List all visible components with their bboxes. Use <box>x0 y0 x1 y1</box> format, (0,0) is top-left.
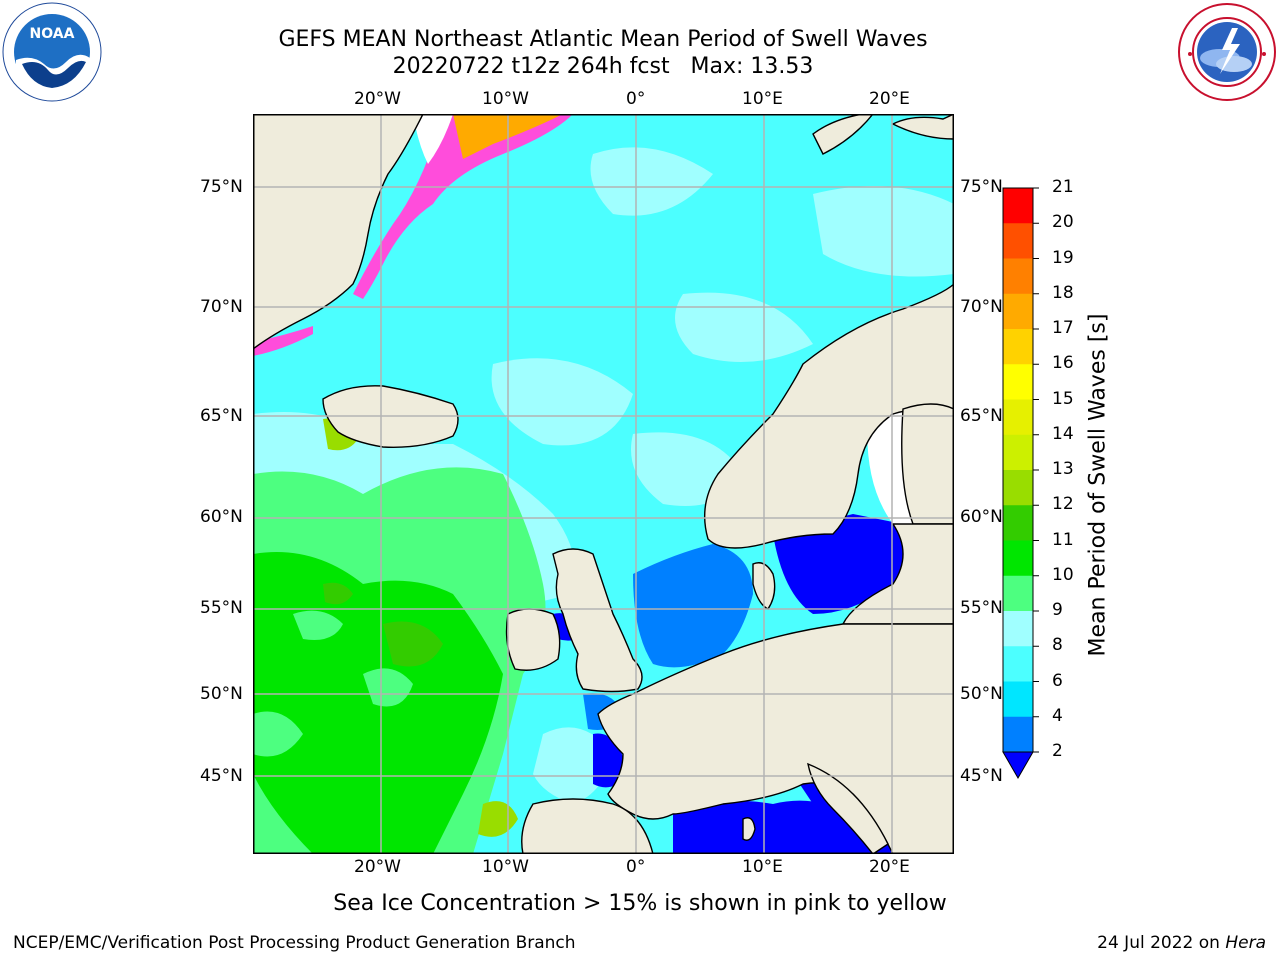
footer-date: 24 Jul 2022 on Hera <box>1097 933 1266 953</box>
colorbar-tick-label: 10 <box>1052 564 1074 585</box>
lon-label-bottom-0: 0° <box>626 857 646 877</box>
colorbar-tick-label: 13 <box>1052 459 1074 479</box>
colorbar-tick-label: 21 <box>1052 177 1074 197</box>
colorbar-bin <box>1003 364 1033 400</box>
graticule <box>253 114 954 854</box>
lon-label-top-20w: 20°W <box>354 89 401 109</box>
colorbar-tick-label: 11 <box>1052 529 1074 550</box>
lat-label-right-60n: 60°N <box>960 507 1003 527</box>
lat-label-left-55n: 55°N <box>200 598 243 618</box>
colorbar-bin <box>1003 223 1033 259</box>
map-panel <box>253 114 954 854</box>
lat-label-right-55n: 55°N <box>960 598 1003 618</box>
colorbar-tick-label: 12 <box>1052 494 1074 515</box>
lat-label-left-75n: 75°N <box>200 177 243 197</box>
footer-host: Hera <box>1225 933 1266 953</box>
colorbar-tick-label: 14 <box>1052 423 1074 444</box>
lon-label-top-10w: 10°W <box>482 89 529 109</box>
lat-label-left-60n: 60°N <box>200 507 243 527</box>
colorbar-tick-label: 17 <box>1052 318 1074 338</box>
lat-label-right-50n: 50°N <box>960 684 1003 704</box>
colorbar-bin <box>1003 611 1033 647</box>
lat-label-left-65n: 65°N <box>200 406 243 426</box>
lat-label-right-65n: 65°N <box>960 406 1003 426</box>
colorbar-bin <box>1003 329 1033 365</box>
colorbar-bin <box>1003 470 1033 506</box>
lon-label-top-10e: 10°E <box>742 89 783 109</box>
colorbar-bin <box>1003 681 1033 718</box>
colorbar-label: Mean Period of Swell Waves [s] <box>1085 313 1111 657</box>
colorbar-label-wrap: Mean Period of Swell Waves [s] <box>1068 314 1128 657</box>
lat-label-right-45n: 45°N <box>960 766 1003 786</box>
lon-label-bottom-10w: 10°W <box>482 857 529 877</box>
colorbar-bin <box>1003 258 1033 295</box>
colorbar-bin <box>1003 575 1033 612</box>
land-masses <box>253 114 954 854</box>
chart-subtitle: 20220722 t12z 264h fcst Max: 13.53 <box>392 54 814 79</box>
footer-branch: NCEP/EMC/Verification Post Processing Pr… <box>13 933 576 953</box>
colorbar <box>1000 184 1040 784</box>
lon-label-bottom-10e: 10°E <box>742 857 783 877</box>
colorbar-tick-label: 2 <box>1052 741 1063 761</box>
sea-ice-caption: Sea Ice Concentration > 15% is shown in … <box>333 891 947 916</box>
lon-label-top-0: 0° <box>626 89 646 109</box>
colorbar-bin <box>1003 505 1033 541</box>
colorbar-tick-label: 4 <box>1052 705 1063 726</box>
colorbar-tick-label: 9 <box>1052 600 1063 620</box>
lon-label-bottom-20e: 20°E <box>869 857 910 877</box>
chart-title: GEFS MEAN Northeast Atlantic Mean Period… <box>278 27 928 52</box>
svg-text:NOAA: NOAA <box>30 26 75 42</box>
map-frame <box>253 114 954 854</box>
colorbar-bin <box>1003 646 1033 682</box>
footer-date-text: 24 Jul 2022 on <box>1097 933 1226 953</box>
lat-label-right-70n: 70°N <box>960 297 1003 317</box>
colorbar-tick-label: 19 <box>1052 247 1074 268</box>
lon-label-top-20e: 20°E <box>869 89 910 109</box>
lon-label-bottom-20w: 20°W <box>354 857 401 877</box>
swell-period-field <box>253 114 954 854</box>
colorbar-bin <box>1003 188 1033 224</box>
colorbar-bin <box>1003 434 1033 471</box>
noaa-logo-icon: NOAA <box>2 2 102 102</box>
lat-label-left-70n: 70°N <box>200 297 243 317</box>
nws-logo-icon <box>1176 2 1278 102</box>
colorbar-bin <box>1003 293 1033 330</box>
colorbar-bin <box>1003 716 1033 753</box>
colorbar-tick-label: 20 <box>1052 212 1074 233</box>
colorbar-tick-label: 18 <box>1052 282 1074 303</box>
colorbar-extend-min <box>1002 751 1034 780</box>
colorbar-tick-label: 16 <box>1052 353 1074 374</box>
colorbar-bin <box>1003 540 1033 577</box>
lat-label-right-75n: 75°N <box>960 177 1003 197</box>
colorbar-bin <box>1003 399 1033 436</box>
colorbar-tick-label: 8 <box>1052 635 1063 656</box>
colorbar-tick-label: 15 <box>1052 388 1074 409</box>
lat-label-left-45n: 45°N <box>200 766 243 786</box>
colorbar-tick-label: 6 <box>1052 670 1063 691</box>
lat-label-left-50n: 50°N <box>200 684 243 704</box>
